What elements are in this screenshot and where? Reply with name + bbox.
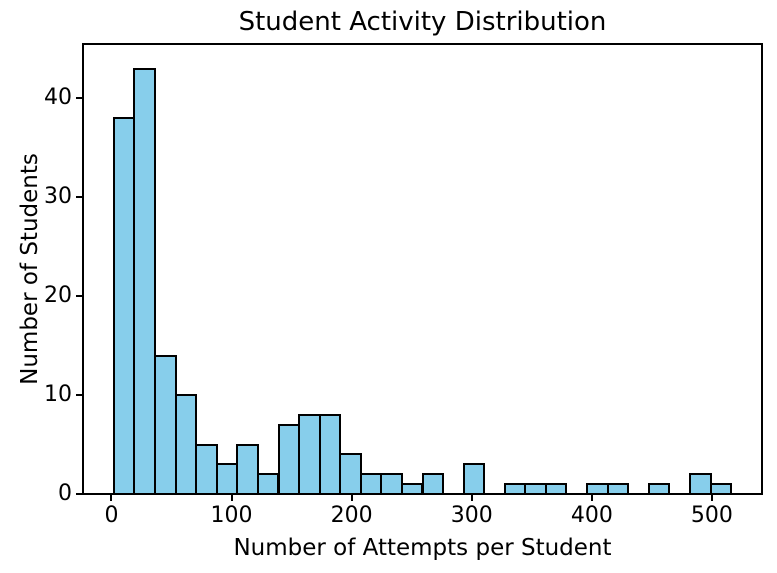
y-tick-mark — [76, 97, 82, 100]
histogram-bar — [133, 67, 157, 495]
histogram-bar — [503, 483, 527, 495]
x-tick-label: 400 — [570, 503, 613, 528]
histogram-bar — [154, 354, 177, 495]
x-tick-mark — [710, 495, 713, 501]
x-tick-label: 0 — [104, 503, 119, 528]
histogram-bar — [339, 453, 362, 495]
histogram-bar — [421, 473, 445, 495]
histogram-bar — [195, 443, 218, 495]
x-tick-mark — [110, 495, 113, 501]
y-tick-label: 30 — [44, 184, 72, 210]
histogram-bar — [586, 483, 609, 495]
histogram-bar — [298, 413, 321, 495]
histogram-bar — [688, 473, 712, 495]
histogram-bar — [174, 394, 198, 495]
histogram-bar — [709, 483, 733, 495]
histogram-bar — [112, 117, 136, 495]
x-tick-mark — [230, 495, 233, 501]
histogram-bar — [380, 473, 403, 495]
x-tick-mark — [470, 495, 473, 501]
histogram-bar — [277, 423, 301, 495]
histogram-bar — [318, 413, 342, 495]
chart-title: Student Activity Distribution — [238, 7, 607, 37]
histogram-bar — [256, 473, 280, 495]
y-tick-label: 40 — [44, 85, 72, 111]
histogram-bar — [236, 443, 259, 495]
y-tick-label: 10 — [44, 382, 72, 408]
x-tick-label: 200 — [330, 503, 373, 528]
histogram-bar — [359, 473, 383, 495]
y-tick-mark — [76, 493, 82, 495]
y-tick-label: 0 — [58, 481, 72, 506]
histogram-bar — [215, 463, 239, 495]
y-tick-mark — [76, 196, 82, 199]
y-tick-mark — [76, 394, 82, 397]
y-tick-label: 20 — [44, 283, 72, 309]
histogram-bar — [544, 483, 568, 495]
histogram-bar — [400, 483, 424, 495]
x-tick-label: 300 — [450, 503, 493, 528]
histogram-bar — [524, 483, 547, 495]
histogram-bar — [647, 483, 671, 495]
y-tick-mark — [76, 295, 82, 298]
x-tick-mark — [590, 495, 593, 501]
histogram-bar — [606, 483, 630, 495]
x-axis-label: Number of Attempts per Student — [233, 535, 612, 561]
x-tick-mark — [350, 495, 353, 501]
histogram-bar — [462, 463, 486, 495]
x-tick-label: 100 — [210, 503, 253, 528]
x-tick-label: 500 — [690, 503, 733, 528]
